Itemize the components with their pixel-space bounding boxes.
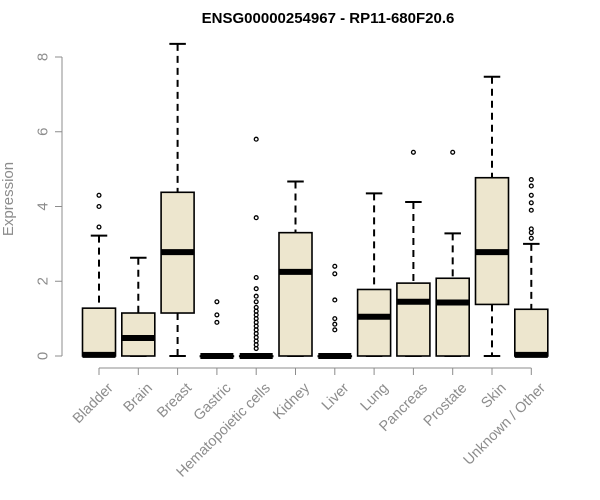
iqr-box: [396, 282, 431, 357]
outlier-point: [528, 183, 534, 189]
box-lung: [356, 192, 392, 357]
outlier-point: [332, 316, 338, 322]
boxes-group: [81, 42, 549, 359]
outlier-point: [96, 203, 102, 210]
outlier-point: [450, 149, 456, 155]
x-tick-label: Breast: [154, 380, 195, 421]
outlier-point: [332, 297, 338, 303]
iqr-box: [81, 307, 117, 357]
y-tick-label: 4: [35, 202, 52, 210]
iqr-box: [121, 312, 156, 357]
iqr-box: [435, 277, 471, 357]
x-tick-label: Brain: [121, 380, 156, 415]
box-liver: [317, 263, 353, 359]
x-tick-label: Liver: [319, 380, 353, 414]
chart-title: ENSG00000254967 - RP11-680F20.6: [202, 10, 455, 27]
outlier-point: [528, 177, 534, 183]
x-tick-label: Lung: [358, 380, 392, 414]
box-gastric: [199, 299, 235, 359]
x-tick-label: Kidney: [270, 380, 313, 423]
box-unknown-other: [513, 177, 549, 358]
y-tick-label: 0: [35, 352, 52, 360]
outlier-point: [332, 321, 338, 327]
y-tick-label: 6: [35, 128, 52, 136]
outlier-point: [253, 304, 259, 310]
outlier-point: [410, 149, 416, 155]
box-breast: [160, 42, 195, 357]
y-tick-label: 8: [35, 53, 52, 61]
outlier-point: [332, 263, 338, 269]
outlier-point: [214, 312, 220, 318]
outlier-point: [214, 319, 220, 325]
outlier-point: [214, 299, 220, 305]
y-axis: 0 2 4 6 8: [35, 53, 63, 360]
outlier-point: [528, 226, 534, 232]
box-kidney: [278, 180, 313, 357]
box-pancreas: [396, 149, 431, 357]
box-bladder: [81, 192, 117, 358]
outlier-point: [253, 136, 259, 142]
box-prostate: [435, 149, 471, 357]
box-hematopoietic-cells: [238, 136, 274, 359]
outlier-point: [96, 192, 102, 198]
outlier-point: [528, 235, 534, 241]
iqr-box: [474, 176, 510, 306]
outlier-point: [528, 192, 534, 198]
outlier-point: [332, 271, 338, 277]
outlier-point: [253, 274, 259, 281]
x-tick-label: Prostate: [421, 380, 470, 429]
y-axis-label: Expression: [0, 162, 17, 236]
outlier-point: [253, 293, 259, 299]
outlier-point: [528, 207, 534, 213]
x-tick-label: Bladder: [70, 380, 117, 427]
y-tick-label: 2: [35, 277, 52, 285]
iqr-box: [278, 231, 313, 357]
outlier-point: [528, 200, 534, 206]
outlier-point: [253, 215, 259, 221]
outlier-point: [253, 299, 259, 305]
iqr-box: [356, 288, 392, 357]
x-tick-label: Skin: [478, 380, 509, 411]
outlier-point: [253, 286, 259, 292]
outlier-point: [96, 224, 102, 230]
outlier-point: [332, 327, 338, 333]
iqr-box: [513, 308, 549, 357]
box-skin: [474, 75, 510, 357]
box-brain: [121, 256, 156, 357]
